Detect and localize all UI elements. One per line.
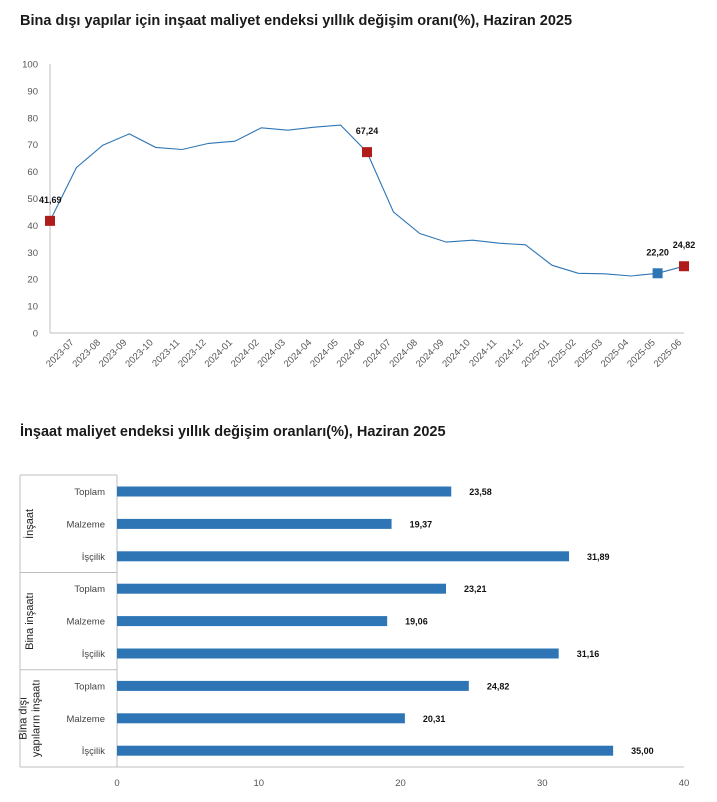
group-label: İnşaat xyxy=(23,509,36,539)
data-label: 67,24 xyxy=(356,126,379,136)
y-tick-label: 50 xyxy=(27,194,38,205)
category-label: Malzeme xyxy=(66,519,105,530)
line-chart: 01020304050607080901002023-072023-082023… xyxy=(22,60,696,370)
y-tick-label: 60 xyxy=(27,167,38,178)
y-tick-label: 0 xyxy=(33,329,38,340)
group-label: Bina dışı xyxy=(17,697,29,740)
bar xyxy=(117,518,392,529)
data-label: 23,21 xyxy=(464,584,487,594)
data-label: 20,31 xyxy=(423,714,446,724)
data-point-marker xyxy=(652,268,663,279)
category-label: İşçilik xyxy=(82,649,105,660)
category-label: İşçilik xyxy=(82,746,105,757)
group-label: Bina inşaatı xyxy=(24,592,36,649)
category-label: İşçilik xyxy=(82,552,105,563)
y-tick-label: 10 xyxy=(27,302,38,313)
bar xyxy=(117,648,559,659)
x-tick-label: 20 xyxy=(395,778,406,789)
x-tick-label: 0 xyxy=(114,778,119,789)
data-label: 19,37 xyxy=(410,519,433,529)
y-tick-label: 20 xyxy=(27,275,38,286)
data-label: 31,16 xyxy=(577,649,600,659)
data-point-marker xyxy=(362,147,372,158)
x-tick-label: 10 xyxy=(253,778,264,789)
x-tick-label: 30 xyxy=(537,778,548,789)
category-label: Toplam xyxy=(74,584,105,595)
bar xyxy=(117,551,570,562)
bar-chart-title: İnşaat maliyet endeksi yıllık değişim or… xyxy=(20,424,446,440)
y-tick-label: 100 xyxy=(22,60,38,71)
data-label: 19,06 xyxy=(405,617,428,627)
y-tick-label: 90 xyxy=(27,86,38,97)
data-label: 24,82 xyxy=(487,681,510,691)
data-label: 41,69 xyxy=(39,195,62,205)
category-label: Toplam xyxy=(74,681,105,692)
data-label: 24,82 xyxy=(673,240,696,250)
group-label: yapıların inşaatı xyxy=(30,679,42,757)
bar xyxy=(117,680,469,691)
data-label: 23,58 xyxy=(469,487,492,497)
line-chart-title: Bina dışı yapılar için inşaat maliyet en… xyxy=(20,13,573,29)
bar xyxy=(117,486,452,497)
category-label: Malzeme xyxy=(66,714,105,725)
y-tick-label: 70 xyxy=(27,140,38,151)
data-label: 31,89 xyxy=(587,552,610,562)
bar xyxy=(117,583,447,594)
x-tick-label: 40 xyxy=(679,778,690,789)
data-point-marker xyxy=(45,215,55,226)
bar xyxy=(117,745,614,756)
y-tick-label: 40 xyxy=(27,221,38,232)
y-tick-label: 80 xyxy=(27,113,38,124)
y-tick-label: 30 xyxy=(27,248,38,259)
bar xyxy=(117,713,405,724)
data-point-marker xyxy=(679,261,689,272)
bar xyxy=(117,616,388,627)
category-label: Malzeme xyxy=(66,617,105,628)
category-label: Toplam xyxy=(74,487,105,498)
data-label: 22,20 xyxy=(646,247,669,257)
data-label: 35,00 xyxy=(631,746,654,756)
